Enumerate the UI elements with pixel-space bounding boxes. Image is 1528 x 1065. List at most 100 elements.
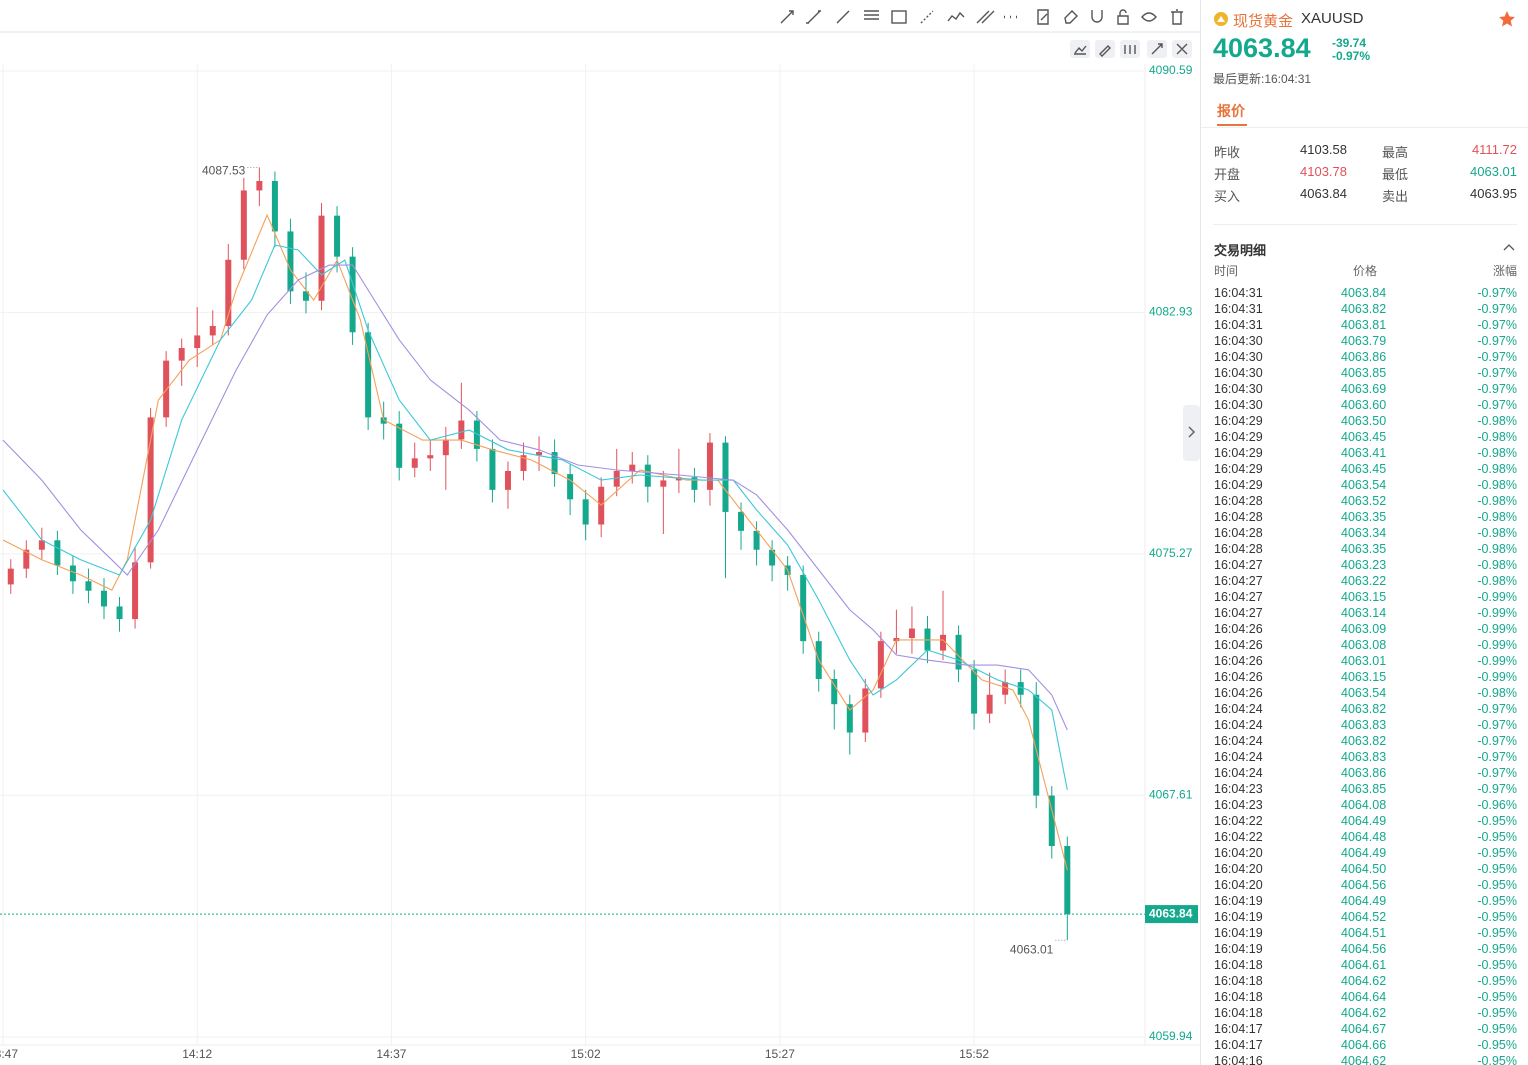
trade-change: -0.95% bbox=[1477, 814, 1517, 828]
candle-body bbox=[738, 511, 745, 531]
trade-price: 4064.64 bbox=[1341, 990, 1387, 1004]
trade-row: 16:04:26 4063.08 -0.99% bbox=[1214, 637, 1517, 653]
trade-row: 16:04:27 4063.23 -0.98% bbox=[1214, 557, 1517, 573]
trade-change: -0.95% bbox=[1477, 958, 1517, 972]
stat-value: 4063.84 bbox=[1300, 186, 1347, 201]
tool-wave[interactable] bbox=[947, 11, 965, 22]
candle-body bbox=[7, 568, 14, 585]
trade-row: 16:04:20 4064.49 -0.95% bbox=[1214, 845, 1517, 861]
trade-change: -0.97% bbox=[1477, 286, 1517, 300]
trade-time: 16:04:20 bbox=[1214, 862, 1263, 876]
trade-price: 4063.15 bbox=[1341, 670, 1387, 684]
trade-time: 16:04:27 bbox=[1214, 558, 1263, 572]
tool-eraser[interactable] bbox=[1064, 10, 1078, 24]
trade-row: 16:04:18 4064.61 -0.95% bbox=[1214, 957, 1517, 973]
trade-change: -0.97% bbox=[1477, 702, 1517, 716]
candle-body bbox=[691, 477, 698, 490]
trade-time: 16:04:28 bbox=[1214, 542, 1263, 556]
tab[interactable]: 报价 bbox=[1217, 103, 1245, 119]
trade-price: 4063.34 bbox=[1341, 526, 1387, 540]
trade-time: 16:04:24 bbox=[1214, 718, 1263, 732]
tool-ray[interactable] bbox=[806, 10, 821, 24]
tool-dash[interactable] bbox=[920, 10, 934, 24]
tool-line[interactable] bbox=[836, 10, 850, 24]
tool-rect[interactable] bbox=[891, 10, 907, 24]
tool-magnet[interactable] bbox=[1091, 10, 1103, 23]
trade-change: -0.98% bbox=[1477, 558, 1517, 572]
favorite-star[interactable] bbox=[1498, 10, 1516, 28]
trade-change: -0.98% bbox=[1477, 446, 1517, 460]
trade-price: 4064.49 bbox=[1341, 814, 1387, 828]
candle-body bbox=[567, 474, 574, 500]
trade-row: 16:04:26 4063.54 -0.98% bbox=[1214, 685, 1517, 701]
stat-value: 4111.72 bbox=[1471, 142, 1517, 157]
trade-price: 4064.52 bbox=[1341, 910, 1387, 924]
trade-row: 16:04:24 4063.82 -0.97% bbox=[1214, 701, 1517, 717]
trade-row: 16:04:16 4064.62 -0.95% bbox=[1214, 1053, 1517, 1065]
trade-row: 16:04:29 4063.54 -0.98% bbox=[1214, 477, 1517, 493]
tool-note[interactable] bbox=[1037, 9, 1049, 25]
candle-body bbox=[940, 634, 947, 651]
candle-body bbox=[1017, 682, 1024, 695]
trade-change: -0.95% bbox=[1477, 1038, 1517, 1052]
trade-price: 4063.86 bbox=[1341, 350, 1387, 364]
toolbar[interactable] bbox=[780, 9, 1183, 25]
trade-change: -0.98% bbox=[1477, 478, 1517, 492]
trade-time: 16:04:31 bbox=[1214, 302, 1263, 316]
trade-time: 16:04:20 bbox=[1214, 846, 1263, 860]
trade-time: 16:04:24 bbox=[1214, 750, 1263, 764]
trade-time: 16:04:31 bbox=[1214, 286, 1263, 300]
candle-body bbox=[660, 480, 667, 487]
y-tick-label: 4090.59 bbox=[1149, 63, 1193, 77]
tool-trash[interactable] bbox=[1171, 9, 1183, 25]
trade-row: 16:04:24 4063.82 -0.97% bbox=[1214, 733, 1517, 749]
candle-body bbox=[318, 215, 325, 301]
collapse-arrow[interactable] bbox=[1503, 242, 1515, 252]
candle-body bbox=[302, 291, 309, 301]
candle-body bbox=[411, 458, 418, 468]
candle-body bbox=[163, 360, 170, 418]
chart-controls[interactable] bbox=[1070, 40, 1192, 58]
tool-lock[interactable] bbox=[1117, 9, 1129, 25]
trade-row: 16:04:30 4063.60 -0.97% bbox=[1214, 397, 1517, 413]
candle-body bbox=[473, 420, 480, 449]
trade-row: 16:04:23 4063.85 -0.97% bbox=[1214, 781, 1517, 797]
candle-body bbox=[23, 549, 30, 569]
tool-channel[interactable] bbox=[976, 10, 995, 24]
trade-price: 4063.54 bbox=[1341, 686, 1387, 700]
trade-time: 16:04:29 bbox=[1214, 478, 1263, 492]
trade-row: 16:04:27 4063.22 -0.98% bbox=[1214, 573, 1517, 589]
trade-change: -0.98% bbox=[1477, 526, 1517, 540]
last-price-label: 4063.84 bbox=[1149, 906, 1193, 920]
y-tick-label: 4075.27 bbox=[1149, 546, 1193, 560]
candle-body bbox=[831, 678, 838, 705]
candle-body bbox=[365, 332, 372, 418]
tool-fib[interactable] bbox=[864, 10, 879, 20]
trade-time: 16:04:26 bbox=[1214, 670, 1263, 684]
trade-row: 16:04:26 4063.01 -0.99% bbox=[1214, 653, 1517, 669]
tool-arrow[interactable] bbox=[780, 10, 794, 24]
trade-row: 16:04:18 4064.64 -0.95% bbox=[1214, 989, 1517, 1005]
trade-change: -0.95% bbox=[1477, 1006, 1517, 1020]
trade-price: 4063.84 bbox=[1341, 286, 1387, 300]
instrument-name: 现货黄金 bbox=[1233, 13, 1294, 30]
x-tick-label: 15:52 bbox=[959, 1047, 989, 1061]
tool-eye[interactable] bbox=[1141, 12, 1157, 22]
trade-time: 16:04:30 bbox=[1214, 350, 1263, 364]
trade-price: 4063.35 bbox=[1341, 510, 1387, 524]
trade-time: 16:04:23 bbox=[1214, 798, 1263, 812]
trade-change: -0.97% bbox=[1477, 318, 1517, 332]
candle-body bbox=[396, 423, 403, 468]
trade-row: 16:04:26 4063.15 -0.99% bbox=[1214, 669, 1517, 685]
candle-body bbox=[722, 442, 729, 512]
trade-price: 4063.15 bbox=[1341, 590, 1387, 604]
candle-body bbox=[986, 694, 993, 714]
trade-change: -0.96% bbox=[1477, 798, 1517, 812]
trade-change: -0.98% bbox=[1477, 686, 1517, 700]
trade-time: 16:04:24 bbox=[1214, 766, 1263, 780]
candle-body bbox=[971, 669, 978, 714]
chart-bg bbox=[0, 0, 1200, 1065]
collapse-tab[interactable] bbox=[1183, 405, 1200, 461]
trade-price: 4064.56 bbox=[1341, 878, 1387, 892]
trade-time: 16:04:16 bbox=[1214, 1054, 1263, 1065]
